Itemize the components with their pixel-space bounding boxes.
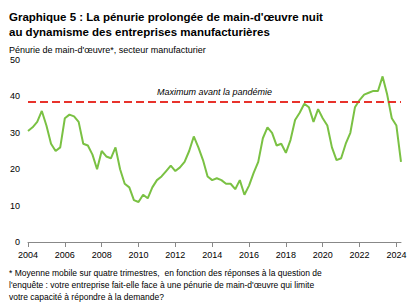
svg-text:2018: 2018 <box>276 250 296 260</box>
svg-text:30: 30 <box>10 128 20 138</box>
svg-text:10: 10 <box>10 201 20 211</box>
svg-text:2006: 2006 <box>55 250 75 260</box>
svg-text:* Moyenne mobile sur quatre tr: * Moyenne mobile sur quatre trimestres, … <box>9 268 322 278</box>
svg-text:2004: 2004 <box>18 250 38 260</box>
svg-text:votre capacité à répondre à la: votre capacité à répondre à la demande? <box>9 292 164 302</box>
svg-text:2014: 2014 <box>202 250 222 260</box>
svg-text:2016: 2016 <box>239 250 259 260</box>
svg-text:2008: 2008 <box>92 250 112 260</box>
svg-text:2022: 2022 <box>350 250 370 260</box>
svg-text:Pénurie de main-d'œuvre*, sect: Pénurie de main-d'œuvre*, secteur manufa… <box>9 45 206 55</box>
svg-text:au dynamisme des entreprises m: au dynamisme des entreprises manufacturi… <box>9 26 270 38</box>
svg-text:0: 0 <box>15 237 20 247</box>
svg-text:40: 40 <box>10 91 20 101</box>
svg-text:2010: 2010 <box>129 250 149 260</box>
svg-text:20: 20 <box>10 164 20 174</box>
svg-text:2024: 2024 <box>386 250 406 260</box>
svg-text:2012: 2012 <box>165 250 185 260</box>
svg-text:l'enquête : votre entreprise f: l'enquête : votre entreprise fait-elle f… <box>9 280 314 290</box>
svg-text:Maximum avant la pandémie: Maximum avant la pandémie <box>157 87 272 97</box>
svg-text:2020: 2020 <box>313 250 333 260</box>
svg-text:Graphique 5 : La pénurie prolo: Graphique 5 : La pénurie prolongée de ma… <box>9 11 323 23</box>
svg-text:50: 50 <box>10 55 20 65</box>
